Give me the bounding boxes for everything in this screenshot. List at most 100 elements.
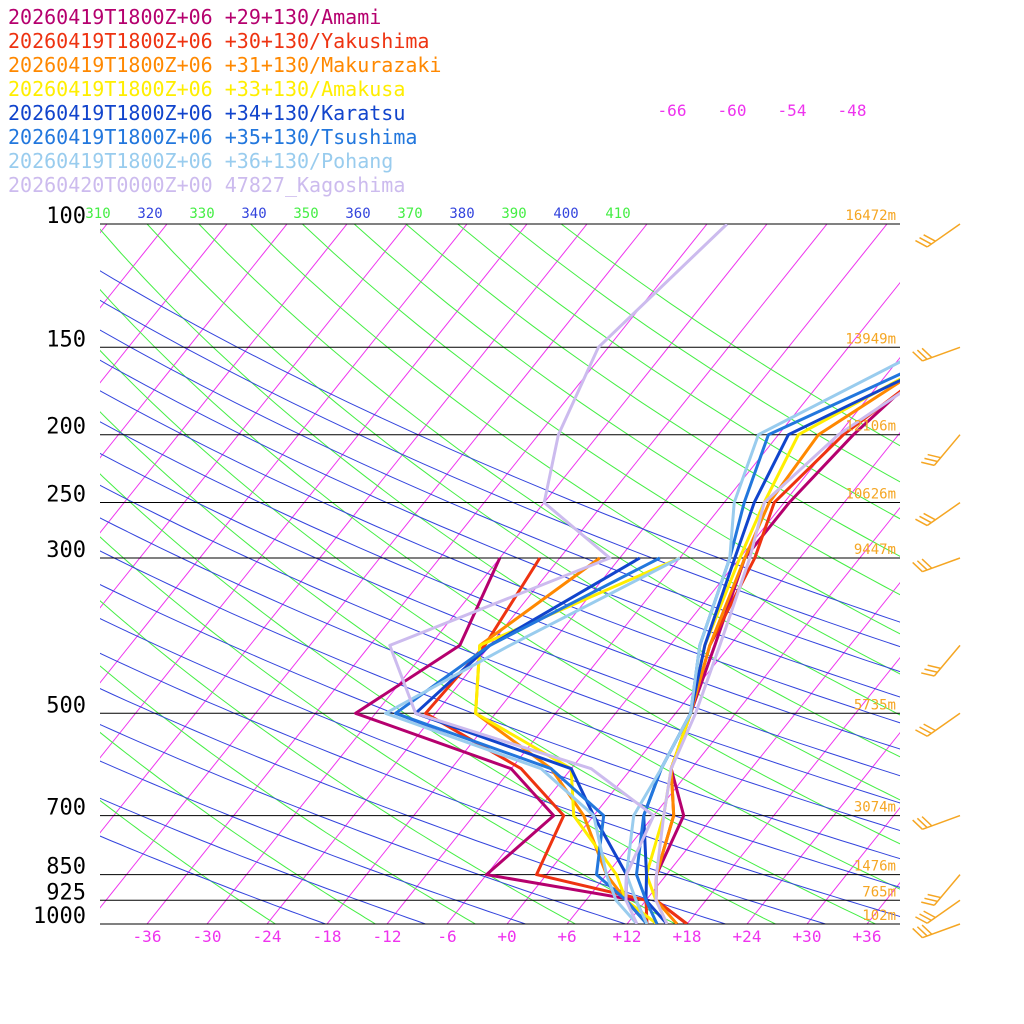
legend-entry: 20260419T1800Z+06 +29+130/Amami (8, 5, 381, 29)
legend-entry: 20260420T0000Z+00 47827_Kagoshima (8, 173, 405, 197)
wind-barb-staff (922, 814, 961, 830)
wind-barb (915, 712, 961, 737)
temperature-tick-label: +0 (497, 927, 516, 946)
wind-barb-staff (933, 644, 961, 677)
wind-barb-feather (923, 723, 936, 732)
wind-barb-staff (922, 557, 961, 573)
wind-barb (912, 557, 961, 573)
isotherm-line (0, 224, 47, 924)
moist-adiabat-line (100, 270, 900, 623)
wind-barb-feather (921, 924, 933, 935)
wind-barb-staff (926, 501, 961, 527)
height-label: 5735m (854, 697, 896, 713)
height-label: 9447m (854, 542, 896, 558)
legend-entry: 20260419T1800Z+06 +30+130/Yakushima (8, 29, 429, 53)
pressure-label: 150 (46, 327, 86, 352)
pressure-label: 1000 (33, 904, 86, 929)
isotherm-line (386, 281, 900, 924)
series-6-temperature-line (625, 360, 900, 924)
wind-barb (921, 874, 961, 906)
isotherm-line (146, 224, 708, 924)
wind-barb-feather (927, 893, 941, 899)
series-3-temperature-line (645, 377, 900, 924)
wind-barb-feather (919, 913, 932, 922)
moist-adiabat-line (100, 723, 626, 924)
wind-barb-feather (924, 457, 938, 463)
pressure-label: 100 (46, 204, 86, 229)
moist-adiabat-line (100, 517, 900, 832)
legend: 20260419T1800Z+06 +29+130/Amami20260419T… (8, 5, 441, 197)
wind-barb-feather (915, 239, 928, 248)
temperature-tick-label: -30 (193, 927, 222, 946)
wind-barb (915, 501, 961, 527)
wind-barb (921, 434, 961, 467)
dry-adiabat-line (100, 799, 276, 924)
wind-barb-staff (926, 712, 961, 737)
temperature-tick-label: -36 (133, 927, 162, 946)
isotherm-line (100, 224, 228, 384)
isotherm-line (100, 224, 528, 759)
series-0-dewpoint-line (354, 557, 649, 924)
wind-barb-feather (919, 726, 932, 735)
isotherm-line (686, 656, 900, 924)
theta-tick-label: 310 (85, 206, 110, 222)
wind-barb-feather (912, 351, 923, 362)
wind-barb (912, 346, 961, 362)
wind-barb-staff (933, 874, 961, 906)
pressure-label: 200 (46, 415, 86, 440)
height-label: 1476m (854, 859, 896, 875)
isotherm-line (100, 224, 468, 684)
series-7-dewpoint-line (388, 224, 729, 924)
pressure-label: 925 (46, 880, 86, 905)
wind-barb-staff (926, 899, 961, 924)
dry-adiabat-line (100, 228, 900, 801)
wind-barb-feather (916, 926, 928, 937)
height-label: 13949m (845, 331, 896, 347)
isotherm-line (506, 431, 900, 924)
isotherm-line (566, 506, 900, 924)
isotherm-line (206, 224, 768, 924)
wind-barb-feather (923, 910, 936, 919)
theta-tick-label: 380 (449, 206, 474, 222)
temperature-tick-label: -6 (437, 927, 456, 946)
wind-barb-feather (924, 897, 938, 903)
wind-barb-feather (915, 518, 928, 527)
isotherm-line (100, 224, 408, 609)
temperature-tick-label: -24 (253, 927, 282, 946)
dry-adiabat-line (100, 288, 900, 845)
sounding-series (354, 224, 900, 924)
temperature-tick-label: -12 (373, 927, 402, 946)
isotherm-line (266, 224, 828, 924)
wind-barb-feather (923, 234, 936, 242)
wind-barb-feather (915, 916, 928, 924)
temperature-tick-label: +30 (793, 927, 822, 946)
isotherm-line (987, 224, 1024, 924)
wind-barb-feather (921, 347, 933, 359)
pressure-label: 500 (46, 693, 86, 718)
isotherm-line (100, 224, 348, 534)
series-7-temperature-line (654, 391, 900, 924)
temperature-tick-label: -18 (313, 927, 342, 946)
moist-adiabat-line (100, 550, 900, 860)
isobar-lines (100, 223, 900, 925)
moist-adiabat-line (100, 452, 900, 777)
upper-temperature-label: -54 (778, 101, 807, 120)
legend-entry: 20260419T1800Z+06 +33+130/Amakusa (8, 77, 405, 101)
theta-tick-label: 370 (397, 206, 422, 222)
legend-entry: 20260419T1800Z+06 +34+130/Karatsu (8, 101, 405, 125)
isotherm-line (100, 224, 288, 459)
theta-tick-label: 360 (345, 206, 370, 222)
height-label: 3074m (854, 800, 896, 816)
height-label: 102m (862, 908, 896, 924)
upper-temperature-label: -48 (838, 101, 867, 120)
moist-adiabat-line (100, 390, 900, 724)
wind-barb-feather (916, 817, 928, 829)
isotherm-line (326, 224, 888, 924)
theta-tick-label: 320 (137, 206, 162, 222)
upper-temperature-label: -66 (658, 101, 687, 120)
series-4-temperature-line (642, 378, 900, 924)
temperature-tick-label: +36 (853, 927, 882, 946)
wind-barb-feather (912, 819, 923, 830)
